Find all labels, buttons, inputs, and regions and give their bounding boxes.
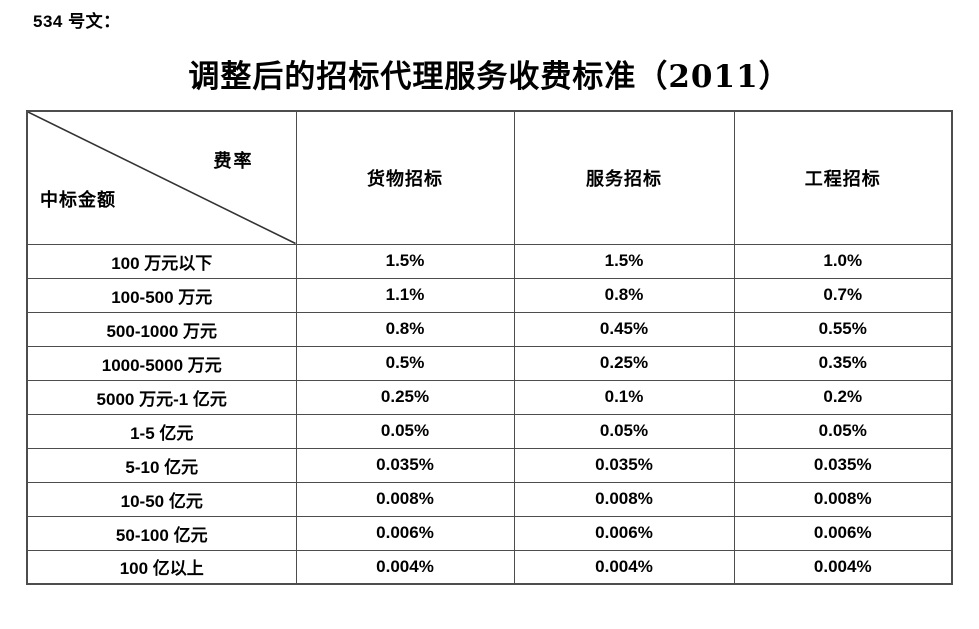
engineering-rate-cell: 0.035% [733, 447, 953, 483]
table-row: 100 万元以下 1.5% 1.5% 1.0% [26, 243, 953, 279]
column-header-engineering: 工程招标 [733, 110, 953, 245]
engineering-rate-cell: 0.008% [733, 481, 953, 517]
page-title: 调整后的招标代理服务收费标准（2011） [188, 59, 791, 95]
diagonal-divider [28, 112, 296, 244]
engineering-rate-cell: 0.7% [733, 277, 953, 313]
goods-rate-cell: 1.1% [295, 277, 515, 313]
service-rate-cell: 1.5% [513, 243, 735, 279]
goods-rate-cell: 0.008% [295, 481, 515, 517]
table-row: 10-50 亿元 0.008% 0.008% 0.008% [26, 481, 953, 517]
column-header-goods: 货物招标 [295, 110, 515, 245]
service-rate-cell: 0.008% [513, 481, 735, 517]
service-rate-cell: 0.25% [513, 345, 735, 381]
service-rate-cell: 0.006% [513, 515, 735, 551]
goods-rate-cell: 0.006% [295, 515, 515, 551]
goods-rate-cell: 0.8% [295, 311, 515, 347]
engineering-rate-cell: 0.55% [733, 311, 953, 347]
amount-cell: 5000 万元-1 亿元 [26, 379, 297, 415]
table-row: 1000-5000 万元 0.5% 0.25% 0.35% [26, 345, 953, 381]
goods-rate-cell: 0.004% [295, 549, 515, 585]
table-row: 100 亿以上 0.004% 0.004% 0.004% [26, 549, 953, 585]
engineering-rate-cell: 0.35% [733, 345, 953, 381]
table-row: 50-100 亿元 0.006% 0.006% 0.006% [26, 515, 953, 551]
amount-cell: 1-5 亿元 [26, 413, 297, 449]
amount-cell: 100 万元以下 [26, 243, 297, 279]
service-rate-cell: 0.035% [513, 447, 735, 483]
goods-rate-cell: 0.05% [295, 413, 515, 449]
goods-rate-cell: 0.5% [295, 345, 515, 381]
table-row: 100-500 万元 1.1% 0.8% 0.7% [26, 277, 953, 313]
corner-label-amount: 中标金额 [40, 189, 116, 211]
amount-cell: 500-1000 万元 [26, 311, 297, 347]
amount-cell: 5-10 亿元 [26, 447, 297, 483]
service-rate-cell: 0.45% [513, 311, 735, 347]
doc-number-label: 534 号文： [33, 12, 121, 31]
goods-rate-cell: 0.25% [295, 379, 515, 415]
engineering-rate-cell: 0.05% [733, 413, 953, 449]
engineering-rate-cell: 0.2% [733, 379, 953, 415]
amount-cell: 10-50 亿元 [26, 481, 297, 517]
engineering-rate-cell: 0.006% [733, 515, 953, 551]
service-rate-cell: 0.1% [513, 379, 735, 415]
fee-table: 费率 中标金额 货物招标 服务招标 工程招标 100 万元以下 1.5% 1.5… [26, 110, 953, 585]
engineering-rate-cell: 0.004% [733, 549, 953, 585]
goods-rate-cell: 1.5% [295, 243, 515, 279]
table-header-row: 费率 中标金额 货物招标 服务招标 工程招标 [26, 110, 953, 245]
table-row: 1-5 亿元 0.05% 0.05% 0.05% [26, 413, 953, 449]
table-corner-cell: 费率 中标金额 [26, 110, 297, 245]
table-row: 5000 万元-1 亿元 0.25% 0.1% 0.2% [26, 379, 953, 415]
service-rate-cell: 0.05% [513, 413, 735, 449]
engineering-rate-cell: 1.0% [733, 243, 953, 279]
goods-rate-cell: 0.035% [295, 447, 515, 483]
service-rate-cell: 0.8% [513, 277, 735, 313]
amount-cell: 100-500 万元 [26, 277, 297, 313]
service-rate-cell: 0.004% [513, 549, 735, 585]
table-row: 500-1000 万元 0.8% 0.45% 0.55% [26, 311, 953, 347]
amount-cell: 100 亿以上 [26, 549, 297, 585]
table-row: 5-10 亿元 0.035% 0.035% 0.035% [26, 447, 953, 483]
column-header-service: 服务招标 [513, 110, 735, 245]
amount-cell: 50-100 亿元 [26, 515, 297, 551]
amount-cell: 1000-5000 万元 [26, 345, 297, 381]
corner-label-rate: 费率 [213, 151, 254, 172]
